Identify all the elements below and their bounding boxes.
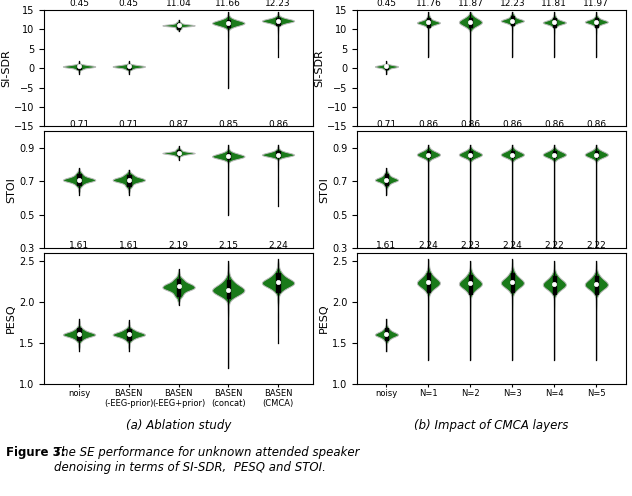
- Bar: [276, 273, 280, 292]
- Text: 0.71: 0.71: [69, 120, 89, 129]
- Y-axis label: SI-SDR: SI-SDR: [1, 49, 11, 87]
- Text: 1.61: 1.61: [377, 241, 396, 250]
- Bar: [385, 174, 387, 186]
- Bar: [469, 151, 471, 157]
- Text: 11.87: 11.87: [458, 0, 483, 7]
- Text: 0.45: 0.45: [377, 0, 396, 7]
- Bar: [177, 23, 180, 29]
- Bar: [595, 276, 598, 294]
- Y-axis label: STOI: STOI: [319, 177, 329, 202]
- Bar: [511, 16, 514, 25]
- Bar: [553, 151, 556, 157]
- Text: Figure 3:: Figure 3:: [6, 446, 70, 459]
- Bar: [469, 18, 471, 27]
- Bar: [276, 151, 280, 157]
- Text: 2.24: 2.24: [268, 241, 288, 250]
- Text: (a) Ablation study: (a) Ablation study: [126, 419, 231, 432]
- Text: 2.22: 2.22: [586, 241, 606, 250]
- Text: 12.23: 12.23: [499, 0, 525, 7]
- Text: 11.97: 11.97: [583, 0, 609, 7]
- Text: 2.22: 2.22: [544, 241, 564, 250]
- Text: 12.23: 12.23: [265, 0, 291, 7]
- Bar: [127, 175, 131, 186]
- Bar: [226, 280, 230, 298]
- Text: 1.61: 1.61: [69, 241, 89, 250]
- Text: 0.71: 0.71: [119, 120, 139, 129]
- Text: 0.86: 0.86: [586, 120, 606, 129]
- Text: 0.45: 0.45: [69, 0, 89, 7]
- Text: 2.15: 2.15: [218, 241, 238, 250]
- Text: 0.85: 0.85: [218, 120, 238, 129]
- Y-axis label: PESQ: PESQ: [319, 304, 329, 333]
- Bar: [385, 65, 387, 69]
- Bar: [127, 65, 131, 69]
- Bar: [427, 18, 430, 27]
- Text: 11.04: 11.04: [166, 0, 191, 7]
- Bar: [427, 151, 430, 157]
- Bar: [469, 275, 471, 294]
- Text: 0.86: 0.86: [418, 120, 439, 129]
- Bar: [77, 65, 81, 69]
- Bar: [553, 276, 556, 294]
- Bar: [177, 150, 180, 155]
- Bar: [226, 153, 230, 159]
- Bar: [276, 18, 280, 25]
- Bar: [77, 174, 81, 186]
- Text: 0.86: 0.86: [544, 120, 564, 129]
- Y-axis label: STOI: STOI: [6, 177, 16, 202]
- Bar: [177, 279, 180, 296]
- Text: 0.45: 0.45: [119, 0, 139, 7]
- Text: 0.86: 0.86: [268, 120, 288, 129]
- Text: 0.71: 0.71: [377, 120, 396, 129]
- Y-axis label: PESQ: PESQ: [6, 304, 16, 333]
- Bar: [511, 151, 514, 157]
- Text: 11.66: 11.66: [216, 0, 241, 7]
- Bar: [427, 273, 430, 292]
- Text: 0.87: 0.87: [169, 120, 188, 129]
- Y-axis label: SI-SDR: SI-SDR: [314, 49, 324, 87]
- Bar: [595, 151, 598, 157]
- Bar: [385, 328, 387, 340]
- Text: 0.86: 0.86: [502, 120, 523, 129]
- Text: 2.19: 2.19: [169, 241, 188, 250]
- Text: 0.86: 0.86: [460, 120, 480, 129]
- Bar: [77, 328, 81, 340]
- Bar: [511, 273, 514, 292]
- Bar: [595, 18, 598, 27]
- Text: 2.23: 2.23: [461, 241, 480, 250]
- Text: 1.61: 1.61: [119, 241, 139, 250]
- Bar: [226, 20, 230, 27]
- Bar: [553, 18, 556, 27]
- Text: (b) Impact of CMCA layers: (b) Impact of CMCA layers: [414, 419, 569, 432]
- Text: 2.24: 2.24: [502, 241, 522, 250]
- Text: The SE performance for unknown attended speaker
denoising in terms of SI-SDR,  P: The SE performance for unknown attended …: [54, 446, 359, 474]
- Text: 2.24: 2.24: [418, 241, 439, 250]
- Text: 11.81: 11.81: [542, 0, 568, 7]
- Bar: [127, 329, 131, 340]
- Text: 11.76: 11.76: [415, 0, 441, 7]
